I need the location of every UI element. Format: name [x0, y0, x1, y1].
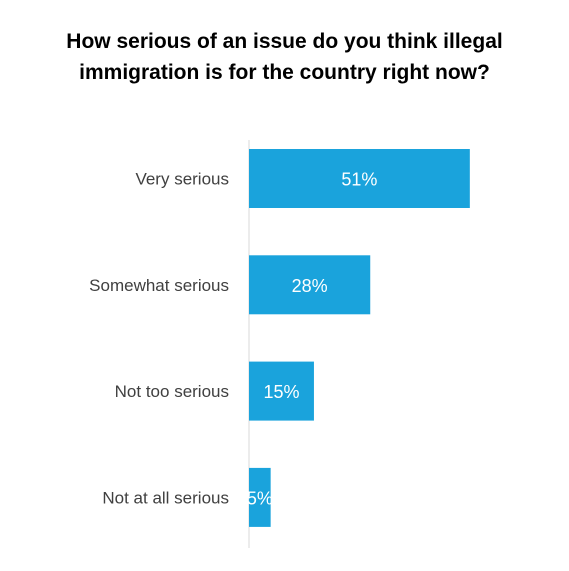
value-label: 15%	[263, 382, 299, 402]
category-label: Not too serious	[115, 382, 229, 401]
value-label: 5%	[247, 488, 273, 508]
chart-title: How serious of an issue do you think ill…	[66, 30, 503, 84]
category-label: Somewhat serious	[89, 276, 229, 295]
bar-not-too-serious	[249, 361, 314, 421]
value-label: 51%	[341, 170, 377, 190]
bar-somewhat-serious	[249, 255, 371, 315]
bar-not-at-all-serious	[249, 467, 271, 527]
category-label: Very serious	[135, 170, 229, 189]
value-label: 28%	[292, 276, 328, 296]
category-label: Not at all serious	[102, 488, 229, 507]
bar-very-serious	[249, 149, 470, 208]
